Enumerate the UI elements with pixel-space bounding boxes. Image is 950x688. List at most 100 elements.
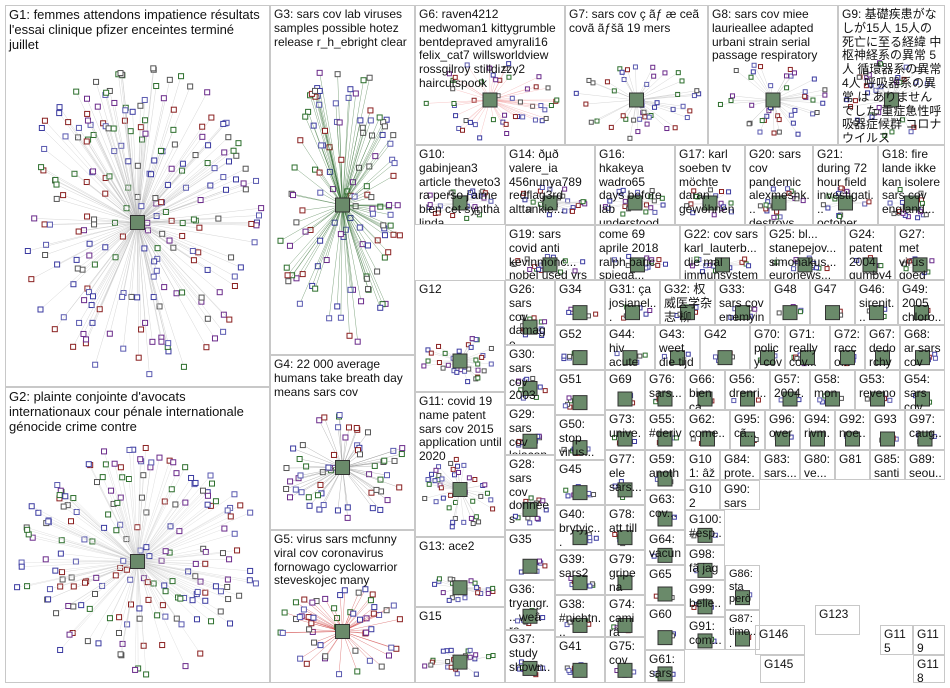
node xyxy=(487,65,493,71)
node xyxy=(751,62,757,68)
group-label: G60 xyxy=(649,607,672,621)
node xyxy=(111,148,118,155)
node xyxy=(357,117,364,124)
edge xyxy=(108,128,138,223)
edge xyxy=(107,514,138,562)
node xyxy=(18,563,25,570)
node xyxy=(536,74,542,80)
node xyxy=(224,507,231,514)
node xyxy=(386,202,393,209)
edge xyxy=(137,551,206,562)
node xyxy=(173,470,180,477)
node xyxy=(344,504,351,511)
edge xyxy=(137,222,169,344)
node xyxy=(132,666,139,673)
node xyxy=(367,597,374,604)
node xyxy=(396,616,403,623)
group-panel: G94: rivm... xyxy=(800,410,835,450)
node xyxy=(126,446,133,453)
node xyxy=(68,518,75,525)
node xyxy=(848,104,854,110)
group-label: G18: fire lande ikke kan isolere sars co… xyxy=(882,147,941,217)
node xyxy=(178,73,185,80)
node xyxy=(788,73,794,79)
node xyxy=(221,525,228,532)
group-label: G11: covid 19 name patent sars cov 2015 … xyxy=(419,394,502,464)
node xyxy=(105,511,112,518)
edge xyxy=(317,204,343,267)
node xyxy=(895,75,901,81)
node xyxy=(865,90,871,96)
node xyxy=(542,107,548,113)
group-label: G22: cov sars karl_lauterb... die mal im… xyxy=(684,227,759,280)
group-label: G100: #esp... xyxy=(689,512,722,544)
node xyxy=(37,306,44,313)
node xyxy=(159,642,166,649)
node xyxy=(211,165,218,172)
edge xyxy=(137,561,250,581)
edge xyxy=(137,502,186,562)
edge xyxy=(41,127,138,223)
edge xyxy=(342,204,389,253)
node xyxy=(157,147,164,154)
edge xyxy=(114,102,138,223)
group-label: G49: 2005 chloro... xyxy=(902,282,942,324)
node xyxy=(83,336,90,343)
node xyxy=(504,131,510,137)
edge xyxy=(73,561,138,607)
edge xyxy=(137,152,225,223)
edge xyxy=(118,74,138,223)
node xyxy=(149,338,156,345)
edge xyxy=(137,457,160,562)
node xyxy=(365,286,372,293)
node xyxy=(464,215,470,221)
edge xyxy=(137,222,241,268)
edge xyxy=(342,204,386,304)
edge xyxy=(137,144,176,223)
node xyxy=(376,114,383,121)
node xyxy=(357,616,364,623)
node xyxy=(680,103,686,109)
edge xyxy=(342,467,400,488)
edge xyxy=(339,415,343,468)
node xyxy=(111,460,118,467)
edge xyxy=(131,222,138,297)
node xyxy=(316,69,323,76)
node xyxy=(482,190,488,196)
group-panel: G64: vacun... xyxy=(645,530,685,565)
edge xyxy=(26,527,138,562)
edge xyxy=(292,194,343,206)
node xyxy=(350,610,357,617)
node xyxy=(352,90,359,97)
node xyxy=(305,494,312,501)
node xyxy=(53,181,60,188)
edge xyxy=(137,92,208,223)
node xyxy=(532,117,538,123)
edge xyxy=(137,222,195,261)
edge xyxy=(294,167,343,206)
node xyxy=(771,130,777,136)
node xyxy=(277,237,284,244)
node xyxy=(106,615,113,622)
node xyxy=(654,100,660,106)
node xyxy=(110,125,117,132)
node xyxy=(759,118,765,124)
edge xyxy=(300,140,343,206)
node xyxy=(635,129,641,135)
node xyxy=(236,592,243,599)
node xyxy=(370,610,377,617)
node xyxy=(302,113,309,120)
node xyxy=(116,614,123,621)
group-label: G28: sars cov données tomaso... xyxy=(509,457,552,529)
node xyxy=(391,160,398,167)
group-panel: G46: sirenit... santia... xyxy=(855,280,898,325)
edge xyxy=(118,561,138,634)
group-label: G72: racco... dogs... xyxy=(834,327,861,369)
group-label: G62: come... xyxy=(689,412,726,450)
node xyxy=(121,117,128,124)
node xyxy=(150,65,157,72)
node xyxy=(369,591,376,598)
node xyxy=(96,306,103,313)
group-panel: G47 xyxy=(810,280,855,325)
node xyxy=(226,556,233,563)
